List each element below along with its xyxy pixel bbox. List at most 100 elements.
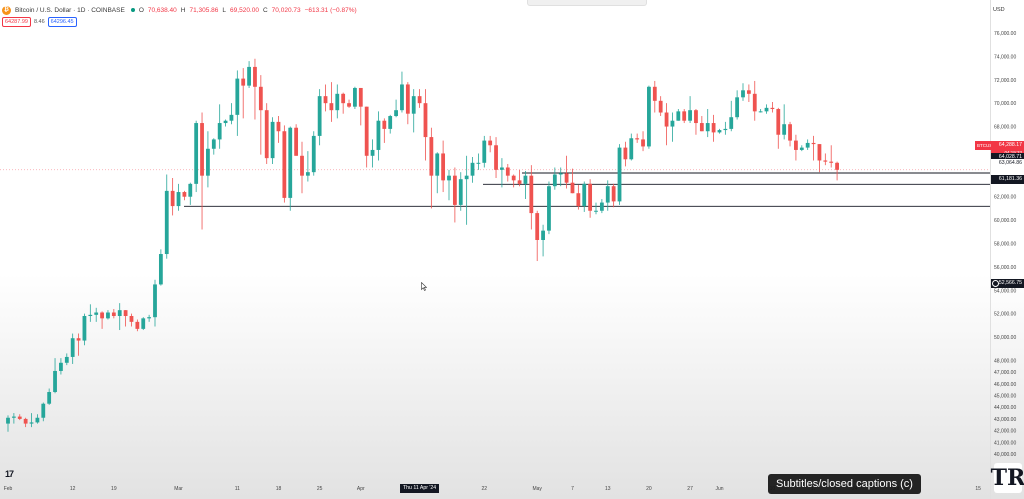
candle-body: [247, 66, 251, 86]
level-3-tag[interactable]: 61,181.36: [991, 175, 1024, 184]
candle-body: [6, 417, 10, 424]
candle-body: [723, 128, 728, 131]
candle-body: [76, 338, 81, 341]
candle-body: [682, 111, 687, 121]
candle-body: [264, 110, 269, 159]
candle-body: [176, 192, 181, 207]
candle-body: [799, 147, 804, 150]
candle-body: [194, 123, 199, 184]
candle-body: [423, 103, 428, 138]
level-1-tag[interactable]: 64,028.71: [991, 153, 1024, 162]
candle-body: [617, 147, 622, 202]
candle-body: [458, 179, 463, 205]
time-tick-label: 7: [571, 486, 574, 492]
candle-body: [541, 230, 545, 240]
candle-body: [200, 123, 204, 176]
candle-body: [670, 120, 675, 127]
candle-body: [188, 183, 193, 197]
time-tick-label: Apr: [357, 486, 365, 492]
candle-body: [300, 155, 304, 176]
candle-body: [229, 114, 234, 121]
candle-body: [47, 392, 52, 404]
candle-body: [117, 310, 122, 317]
candle-body: [735, 97, 740, 118]
close-value: 70,020.73: [271, 6, 301, 14]
time-tick-label: May: [532, 486, 542, 492]
candle-body: [758, 111, 763, 113]
candle-body: [405, 84, 410, 114]
candle-body: [211, 139, 216, 149]
market-open-indicator: [130, 8, 135, 12]
candle-body: [147, 317, 152, 319]
candle-body: [694, 110, 698, 124]
candle-body: [364, 106, 369, 156]
price-tick-label: 52,000.00: [994, 312, 1016, 318]
sell-button[interactable]: 64287.99: [2, 17, 31, 27]
candle-body: [752, 93, 757, 112]
candle-body: [417, 96, 422, 104]
candle-body: [770, 107, 775, 110]
candle-body: [100, 312, 104, 319]
candle-body: [699, 123, 704, 132]
candle-body: [623, 147, 628, 160]
candle-body: [388, 116, 393, 129]
high-label: H: [180, 6, 186, 14]
candle-body: [141, 318, 146, 329]
candle-body: [582, 183, 587, 207]
buy-button[interactable]: 64296.45: [47, 17, 77, 27]
candle-body: [823, 160, 828, 162]
tradingview-logo[interactable]: 17: [5, 469, 14, 479]
candle-body: [676, 111, 681, 121]
candle-body: [429, 137, 434, 176]
price-axis[interactable]: [990, 0, 1024, 499]
price-tick-label: 58,000.00: [994, 242, 1016, 248]
price-tick-label: 44,000.00: [994, 405, 1016, 411]
candle-body: [664, 112, 669, 127]
symbol-title[interactable]: Bitcoin / U.S. Dollar · 1D · COINBASE: [15, 6, 125, 14]
candle-body: [53, 370, 57, 393]
price-tick-label: 62,000.00: [994, 195, 1016, 201]
candle-body: [435, 153, 440, 176]
price-tick-label: 56,000.00: [994, 265, 1016, 271]
candle-body: [94, 312, 99, 315]
candle-body: [288, 127, 293, 198]
candle-body: [111, 312, 116, 317]
candle-body: [353, 87, 357, 107]
candle-body: [517, 180, 522, 184]
time-tick-label: 20: [646, 486, 652, 492]
level-2-tag[interactable]: 63,064.86: [991, 159, 1024, 168]
candle-body: [347, 103, 351, 107]
candle-body: [253, 66, 257, 87]
time-tick-label: 13: [605, 486, 611, 492]
candle-body: [599, 202, 604, 211]
time-tick-label: Mar: [174, 486, 183, 492]
price-tick-label: 47,000.00: [994, 370, 1016, 376]
high-value: 71,305.86: [189, 6, 219, 14]
candle-body: [452, 175, 457, 205]
open-label: O: [138, 6, 144, 14]
candle-body: [829, 161, 834, 163]
subtitles-tooltip: Subtitles/closed captions (c): [768, 474, 921, 494]
channel-brand-logo[interactable]: TR: [990, 463, 1024, 493]
candle-body: [611, 186, 616, 202]
candle-body: [59, 362, 63, 371]
add-alert-icon[interactable]: [992, 280, 999, 287]
candle-body: [158, 254, 163, 285]
time-tick-label: Feb: [4, 486, 13, 492]
candle-body: [182, 192, 187, 197]
candle-body: [70, 338, 75, 357]
currency-label[interactable]: USD: [993, 7, 1005, 13]
candle-body: [552, 174, 557, 187]
last-price-tag: 64,288.17: [991, 141, 1024, 150]
candle-body: [258, 86, 263, 111]
candle-body: [276, 121, 281, 132]
price-tick-label: 40,000.00: [994, 452, 1016, 458]
time-tick-label: 25: [317, 486, 323, 492]
candle-body: [705, 123, 710, 132]
candle-body: [370, 149, 375, 156]
candle-body: [523, 175, 528, 184]
time-tick-label: 27: [687, 486, 693, 492]
candle-body: [305, 172, 310, 176]
candle-body: [29, 422, 34, 424]
